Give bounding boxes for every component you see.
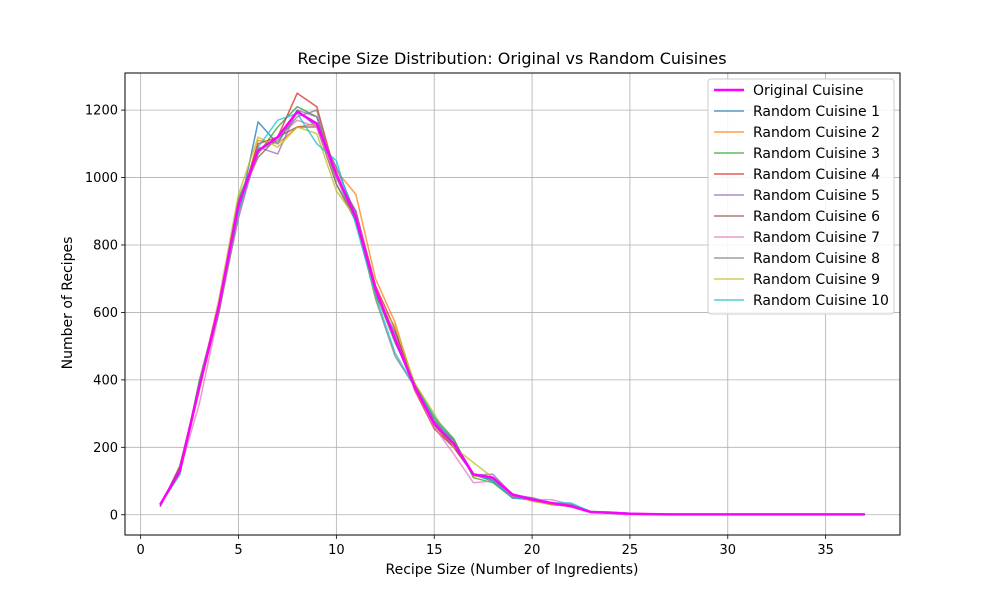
x-tick-label: 25	[622, 543, 639, 558]
y-tick-label: 200	[93, 441, 118, 456]
x-tick-label: 30	[720, 543, 737, 558]
x-tick-label: 10	[328, 543, 345, 558]
plot-frame	[124, 72, 901, 536]
chart-title: Recipe Size Distribution: Original vs Ra…	[297, 49, 726, 68]
legend: Original Cuisine Random Cuisine 1 Random C…	[707, 78, 895, 315]
axis-ticks: 0 5 10 15 20 25 30 35 0 200 400 600 800 1000 1200	[85, 104, 834, 558]
y-axis-label: Number of Recipes	[60, 237, 76, 370]
series-line-original-cuisine	[159, 110, 865, 516]
legend-box	[707, 78, 895, 315]
x-tick-label: 35	[817, 543, 834, 558]
x-axis-label: Recipe Size (Number of Ingredients)	[386, 562, 639, 578]
y-tick-label: 0	[110, 508, 118, 523]
legend-label: Random Cuisine 4	[753, 167, 880, 183]
legend-label: Random Cuisine 10	[753, 293, 889, 309]
x-tick-label: 0	[137, 543, 145, 558]
y-tick-label: 800	[93, 238, 118, 253]
y-tick-label: 1000	[85, 171, 118, 186]
x-tick-label: 5	[234, 543, 242, 558]
legend-label: Random Cuisine 7	[753, 230, 880, 246]
y-tick-label: 600	[93, 306, 118, 321]
legend-label: Random Cuisine 2	[753, 125, 880, 141]
y-tick-label: 400	[93, 373, 118, 388]
x-tick-label: 20	[524, 543, 541, 558]
x-tick-label: 15	[426, 543, 443, 558]
legend-label: Random Cuisine 5	[753, 188, 880, 204]
legend-label: Random Cuisine 6	[753, 209, 880, 225]
legend-label: Random Cuisine 3	[753, 146, 880, 162]
series-lines	[159, 92, 865, 516]
legend-label: Original Cuisine	[753, 83, 863, 99]
legend-label: Random Cuisine 1	[753, 104, 880, 120]
legend-label: Random Cuisine 9	[753, 272, 880, 288]
legend-label: Random Cuisine 8	[753, 251, 880, 267]
y-tick-label: 1200	[85, 104, 118, 119]
